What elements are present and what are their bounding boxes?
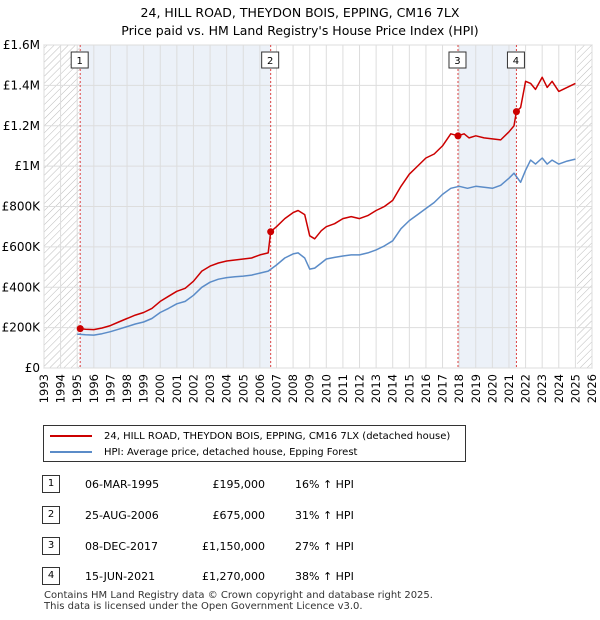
x-tick-label: 2019 — [469, 374, 483, 403]
transaction-price: £675,000 — [212, 509, 266, 522]
x-tick-label: 2013 — [369, 374, 383, 403]
x-tick-label: 2002 — [186, 374, 200, 403]
transaction-hpi: 16% ↑ HPI — [295, 478, 354, 491]
legend-swatch-hpi — [50, 451, 92, 453]
sale-marker-box — [70, 51, 89, 69]
legend-label-property: 24, HILL ROAD, THEYDON BOIS, EPPING, CM1… — [104, 430, 451, 442]
x-tick-label: 2011 — [336, 374, 350, 403]
y-tick-label: £400K — [2, 280, 42, 294]
sale-marker-box — [448, 51, 467, 69]
x-tick-label: 1999 — [137, 374, 151, 403]
y-tick-label: £1.6M — [3, 38, 40, 52]
transaction-date: 25-AUG-2006 — [85, 509, 159, 522]
x-tick-label: 2016 — [419, 374, 433, 403]
x-tick-label: 2021 — [502, 374, 516, 403]
x-tick-label: 2020 — [485, 374, 499, 403]
footer-copyright: Contains HM Land Registry data © Crown c… — [44, 590, 433, 601]
x-tick-label: 2003 — [203, 374, 217, 403]
sale-point — [76, 325, 84, 333]
transaction-number: 1 — [42, 475, 60, 493]
y-tick-label: £1M — [14, 159, 40, 173]
transaction-date: 08-DEC-2017 — [85, 540, 159, 553]
x-tick-label: 2007 — [269, 374, 283, 403]
x-tick-label: 2006 — [253, 374, 267, 403]
x-tick-label: 2009 — [303, 374, 317, 403]
x-tick-label: 1995 — [70, 374, 84, 403]
chart-title-address: 24, HILL ROAD, THEYDON BOIS, EPPING, CM1… — [140, 5, 460, 20]
legend: 24, HILL ROAD, THEYDON BOIS, EPPING, CM1… — [43, 425, 466, 462]
transaction-row: 1 06-MAR-1995 £195,000 16% ↑ HPI — [0, 475, 600, 495]
price-chart: £0 £200K £400K £600K £800K £1M £1.2M £1.4M £1.6M… — [2, 38, 599, 403]
x-tick-label: 1996 — [87, 374, 101, 403]
x-tick-label: 1994 — [54, 374, 68, 403]
x-tick-label: 2023 — [535, 374, 549, 403]
property-price-line — [80, 76, 576, 331]
transaction-date: 15-JUN-2021 — [85, 570, 156, 583]
x-tick-label: 2010 — [319, 374, 333, 403]
sale-point — [267, 228, 275, 236]
y-tick-label: £600K — [2, 240, 42, 254]
y-tick-label: £800K — [2, 200, 42, 214]
y-tick-label: £1.4M — [3, 78, 40, 92]
x-tick-label: 2001 — [170, 374, 184, 403]
y-tick-label: £0 — [25, 361, 40, 375]
transaction-hpi: 27% ↑ HPI — [295, 540, 354, 553]
sale-marker-label: 4 — [513, 56, 519, 67]
legend-label-hpi: HPI: Average price, detached house, Eppi… — [104, 446, 358, 458]
transaction-row: 2 25-AUG-2006 £675,000 31% ↑ HPI — [0, 506, 600, 526]
x-tick-label: 2000 — [153, 374, 167, 403]
sale-marker-label: 3 — [454, 56, 460, 67]
sale-marker-label: 2 — [267, 56, 273, 67]
x-tick-label: 1998 — [120, 374, 134, 403]
sale-marker-box — [261, 51, 280, 69]
x-tick-label: 2012 — [353, 374, 367, 403]
x-tick-label: 2008 — [286, 374, 300, 403]
transaction-price: £195,000 — [212, 478, 266, 491]
footer-licence: This data is licensed under the Open Gov… — [44, 601, 363, 612]
x-tick-label: 2022 — [519, 374, 533, 403]
x-tick-label: 1993 — [37, 374, 51, 403]
x-tick-label: 2017 — [436, 374, 450, 403]
x-tick-label: 1997 — [103, 374, 117, 403]
x-tick-label: 2026 — [585, 374, 599, 403]
transaction-number: 3 — [42, 537, 60, 555]
x-tick-label: 2005 — [236, 374, 250, 403]
x-tick-label: 2024 — [552, 374, 566, 403]
transaction-row: 4 15-JUN-2021 £1,270,000 38% ↑ HPI — [0, 567, 600, 587]
legend-item-hpi: HPI: Average price, detached house, Eppi… — [50, 444, 357, 460]
legend-swatch-property — [50, 435, 92, 437]
chart-subtitle: Price paid vs. HM Land Registry's House … — [121, 23, 479, 38]
transaction-date: 06-MAR-1995 — [85, 478, 160, 491]
x-tick-label: 2025 — [568, 374, 582, 403]
y-tick-label: £1.2M — [3, 119, 40, 133]
transaction-number: 4 — [42, 567, 60, 585]
transaction-price: £1,270,000 — [202, 570, 265, 583]
x-tick-label: 2004 — [220, 374, 234, 403]
sale-point — [454, 132, 462, 140]
x-tick-label: 2015 — [402, 374, 416, 403]
transaction-hpi: 31% ↑ HPI — [295, 509, 354, 522]
y-tick-label: £200K — [2, 321, 42, 335]
transaction-number: 2 — [42, 506, 60, 524]
sale-marker-box — [506, 51, 525, 69]
x-tick-label: 2018 — [452, 374, 466, 403]
sale-point — [512, 108, 520, 116]
hpi-line — [77, 157, 576, 336]
transaction-hpi: 38% ↑ HPI — [295, 570, 354, 583]
sale-marker-label: 1 — [77, 56, 83, 67]
transaction-row: 3 08-DEC-2017 £1,150,000 27% ↑ HPI — [0, 537, 600, 557]
transaction-price: £1,150,000 — [202, 540, 265, 553]
x-tick-label: 2014 — [386, 374, 400, 403]
legend-item-property: 24, HILL ROAD, THEYDON BOIS, EPPING, CM1… — [50, 428, 450, 444]
